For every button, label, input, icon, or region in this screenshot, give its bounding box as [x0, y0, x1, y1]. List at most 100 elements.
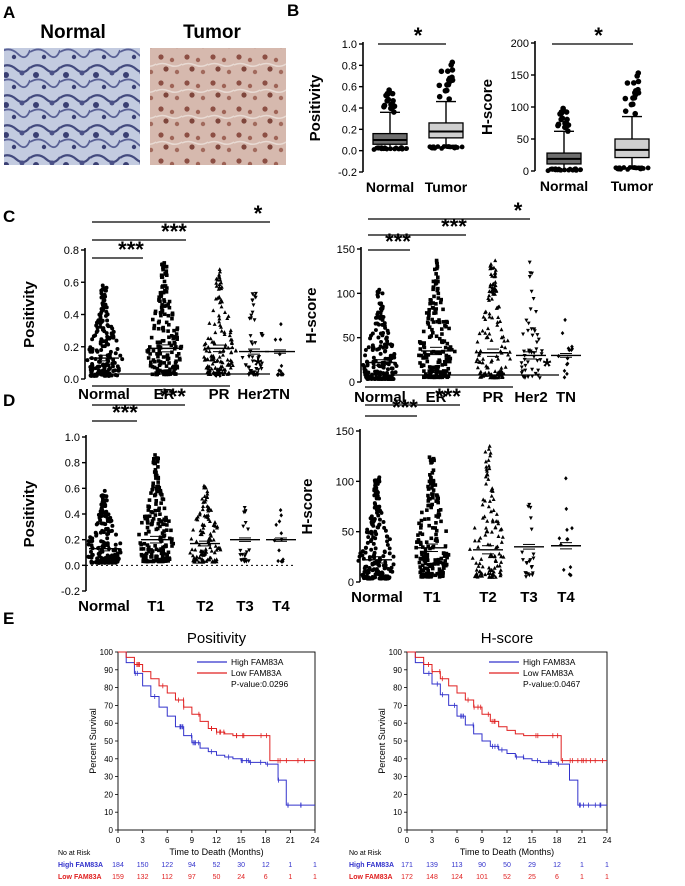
C1-data-point	[157, 363, 162, 368]
C1-data-point	[91, 373, 96, 378]
C1-x-category-label: Normal	[78, 386, 130, 403]
C2-data-point	[496, 374, 501, 379]
C2-data-point	[431, 320, 436, 324]
B1-outlier-point	[446, 75, 453, 82]
D1-data-point	[95, 556, 100, 561]
C1-data-point	[146, 350, 151, 354]
D2-data-point	[443, 559, 447, 563]
D2-data-point	[484, 464, 489, 469]
C2-data-point	[491, 281, 496, 286]
E1-risk-value: 6	[264, 874, 268, 881]
C2-data-point	[362, 367, 367, 372]
D2-data-point	[486, 447, 491, 451]
D2-data-point	[483, 532, 488, 537]
D2-data-point	[441, 561, 445, 566]
C1-data-point	[254, 367, 259, 371]
D2-data-point	[428, 496, 432, 501]
C1-y-tick-label: 0.8	[64, 245, 79, 257]
D1-data-point	[115, 551, 120, 556]
D2-data-point	[378, 571, 383, 575]
D1-data-point	[147, 514, 152, 518]
D1-data-point	[153, 543, 157, 548]
E2-legend-label: High FAM83A	[523, 657, 576, 667]
D1-x-category-label: T1	[147, 598, 165, 615]
D1-data-point	[164, 528, 169, 532]
D1-data-point	[170, 537, 174, 541]
D1-data-point	[87, 555, 92, 560]
C2-data-point	[441, 320, 446, 324]
D1-significance-stars-0: ***	[112, 400, 138, 425]
E2-risk-value: 50	[503, 862, 511, 869]
D1-data-point	[156, 484, 160, 488]
D2-y-tick-label: 100	[336, 476, 354, 488]
D2-data-point	[430, 571, 434, 576]
D1-data-point	[243, 509, 248, 513]
E2-y-tick-label: 40	[393, 755, 402, 764]
D1-data-point	[99, 493, 104, 498]
D2-data-point	[430, 566, 435, 571]
C2-data-point	[447, 326, 451, 331]
D2-data-point	[373, 491, 378, 496]
B1-outlier-point	[392, 146, 398, 152]
D2-significance-stars-3: *	[543, 354, 552, 379]
E2-risk-value: 1	[605, 862, 609, 869]
C1-data-point	[226, 362, 231, 366]
D1-data-point	[154, 554, 159, 559]
C1-data-point	[165, 286, 169, 290]
C1-data-point	[149, 360, 153, 364]
B1-outlier-point	[444, 68, 451, 74]
D2-data-point	[481, 497, 486, 502]
D1-data-point	[157, 518, 161, 522]
D2-data-point	[373, 536, 378, 541]
C2-data-point	[506, 352, 511, 357]
E1-y-tick-label: 40	[104, 755, 113, 764]
C1-data-point	[120, 357, 125, 362]
B1-outlier-point	[429, 145, 435, 151]
D2-data-point	[524, 561, 529, 566]
D1-data-point	[150, 519, 155, 523]
D2-data-point	[528, 516, 533, 521]
D2-data-point	[440, 574, 445, 578]
C1-data-point	[228, 358, 233, 363]
C2-data-point	[417, 353, 421, 358]
E1-x-tick-label: 24	[311, 836, 320, 845]
D2-data-point	[426, 517, 431, 521]
E1-y-tick-label: 30	[104, 773, 113, 782]
C2-data-point	[438, 370, 443, 374]
D2-data-point	[484, 525, 489, 530]
C2-data-point	[380, 317, 385, 322]
C2-data-point	[494, 306, 499, 310]
C1-data-point	[247, 355, 252, 359]
D1-data-point	[104, 509, 109, 514]
D1-data-point	[242, 505, 247, 510]
D2-data-point	[480, 515, 485, 520]
D2-data-point	[484, 481, 489, 486]
E1-risk-value: 24	[237, 874, 245, 881]
D2-data-point	[473, 574, 478, 579]
C2-data-point	[443, 362, 448, 367]
C1-data-point	[105, 334, 110, 339]
D2-data-point	[444, 529, 448, 533]
D2-data-point	[382, 525, 387, 530]
C2-data-point	[383, 325, 388, 330]
C2-data-point	[366, 345, 371, 350]
D2-data-point	[430, 471, 435, 475]
C2-data-point	[489, 272, 494, 277]
C2-data-point	[526, 328, 530, 333]
B2-outlier-point	[555, 121, 562, 128]
B2-outlier-point	[632, 165, 638, 170]
C2-data-point	[375, 312, 380, 317]
E2-risk-value: 25	[528, 874, 536, 881]
D1-data-point	[188, 550, 193, 555]
C1-data-point	[210, 339, 215, 344]
D1-significance-stars-3: *	[254, 353, 263, 378]
C2-data-point	[527, 260, 532, 265]
E1-y-tick-label: 70	[104, 701, 113, 710]
B1-outlier-point	[459, 144, 465, 150]
C2-y-tick-label: 50	[343, 333, 355, 345]
C1-data-point	[279, 322, 283, 327]
E1-risk-value: 184	[112, 862, 124, 869]
D2-data-point	[437, 567, 442, 571]
C1-data-point	[160, 285, 164, 289]
D1-data-point	[206, 512, 211, 517]
